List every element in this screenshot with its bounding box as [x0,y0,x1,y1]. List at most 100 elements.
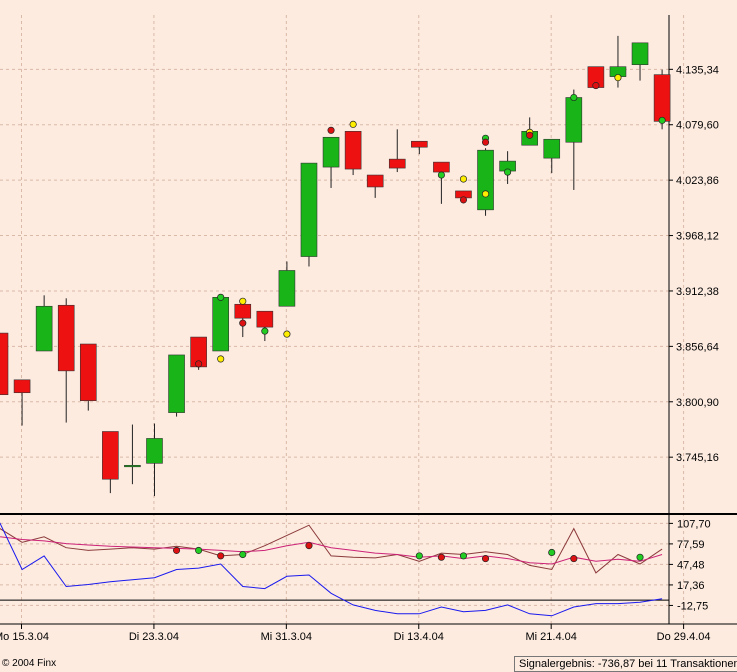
candle-body-down [433,161,450,173]
indicator-marker-red [481,555,490,563]
candle [388,129,406,173]
indicator-marker-green [415,552,423,560]
candle-body-up [543,138,561,159]
candle-body-up [35,305,53,352]
candle [477,148,494,216]
signal-marker-yellow [283,330,291,338]
price-panel: 4.135,34 4.079,60 4.023,86 3.968,12 3.912,38… [0,15,737,624]
candle-body-down [366,174,384,188]
candle [543,138,561,174]
candle [256,310,274,342]
price-tick-label: 3.912,38 [676,286,719,298]
candle [57,298,75,423]
indicator-marker-green [548,548,556,557]
indicator-marker-red [217,552,225,560]
copyright-text: © 2004 Finx [2,658,57,669]
indicator-marker-red [437,553,445,561]
candle [0,332,9,396]
candle-body-up [300,162,318,257]
signal-marker-yellow [349,120,357,128]
candle [565,89,583,190]
indicator-marker-green [195,546,203,554]
signal-marker-green [261,327,269,335]
signal-marker-red [239,319,247,327]
indicator-marker-red [305,542,313,550]
signal-marker-green [570,93,578,102]
candle [79,343,97,411]
candle [322,136,340,188]
candle [35,295,53,352]
signal-summary: Signalergebnis: -736,87 bei 11 Transakti… [514,656,737,672]
indicator-marker-green [636,553,644,561]
candle [411,140,428,155]
indicator-tick-label: 17,36 [677,580,705,592]
signal-marker-yellow [217,355,225,363]
signal-marker-yellow [614,74,622,82]
indicator-tick-label: -12,75 [677,600,708,612]
indicator-line-brown [0,524,663,574]
signal-marker-green [658,116,666,124]
indicator-tick-label: 47,48 [677,559,705,571]
indicator-panel: 107,70 77,59 47,48 17,36 -12,75 [0,515,711,624]
price-tick-label: 3.800,90 [676,397,719,409]
indicator-marker-red [570,555,578,563]
price-tick-label: 3.968,12 [676,231,719,243]
signal-marker-red [526,131,534,139]
x-tick-label: Mi 31.3.04 [261,631,312,643]
candle-body-down [653,74,671,122]
candle [168,354,185,417]
candle-body-up [168,354,185,413]
candle-body-down [102,431,119,480]
signal-marker-green [504,168,512,176]
x-tick-label: Mi 21.4.04 [525,631,576,643]
signal-marker-yellow [239,297,247,305]
price-tick-label: 3.745,16 [676,452,719,464]
x-axis: Mo 15.3.04 Di 23.3.04 Mi 31.3.04 Di 13.4.04… [0,623,737,643]
candle-body-down [0,332,9,396]
candle-body-down [256,310,274,328]
signal-marker-red [481,138,490,146]
candle [13,379,31,426]
candle [433,161,450,204]
candle-body-up [124,464,141,468]
price-tick-label: 4.023,86 [676,175,719,187]
x-tick-label: Do 29.4.04 [657,631,711,643]
signal-marker-red [195,360,203,368]
x-tick-label: Mo 15.3.04 [0,631,49,643]
signal-marker-red [592,82,600,90]
signal-marker-green [437,171,445,179]
price-tick-label: 3.856,64 [676,341,719,353]
x-tick-label: Di 23.3.04 [129,631,179,643]
x-tick-label: Di 13.4.04 [394,631,444,643]
candle-body-down [234,303,252,319]
candle-body-up [477,149,494,211]
indicator-tick-label: 77,59 [677,539,705,551]
candle [124,424,141,485]
indicator-marker-green [459,552,468,560]
candle-body-down [388,158,406,169]
candle [366,174,384,198]
indicator-line-blue [0,522,663,617]
candle [146,423,163,497]
candle [344,131,362,176]
candle-body-up [631,42,649,66]
candle [631,42,649,81]
candle-body-up [278,270,296,307]
price-tick-label: 4.135,34 [676,64,719,76]
candle [278,261,296,307]
price-tick-label: 4.079,60 [676,120,719,132]
candle-body-up [146,438,163,464]
candle-body-down [344,131,362,170]
candle-body-down [79,343,97,401]
indicator-tick-label: 107,70 [677,518,711,530]
signal-marker-green [217,293,225,301]
signal-marker-yellow [481,190,490,198]
candle-body-up [565,97,583,143]
candle [102,431,119,494]
candle [499,151,516,184]
candle-body-down [13,379,31,394]
candle-body-down [57,304,75,372]
candle [212,297,229,352]
signal-marker-red [327,126,335,134]
